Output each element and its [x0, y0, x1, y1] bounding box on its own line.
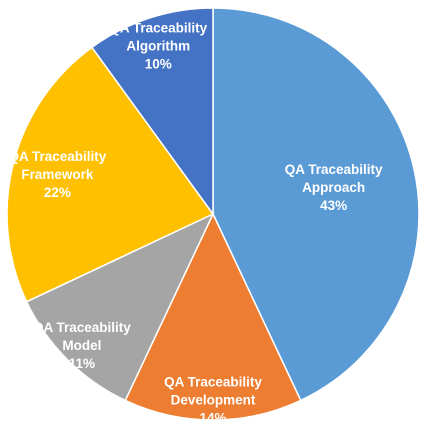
- pie-slice-qa-traceability-model: [25, 212, 215, 402]
- slice-label-qa-traceability-algorithm: QA Traceability Algorithm 10%: [109, 21, 207, 72]
- pie-slice-qa-traceability-framework: [6, 46, 215, 303]
- slice-label-qa-traceability-framework: QA Traceability Framework 22%: [8, 149, 106, 200]
- slice-value-label: 14%: [199, 410, 226, 425]
- slice-value-label: 10%: [145, 57, 172, 72]
- slice-name-label: Framework: [21, 167, 94, 182]
- slice-name-label: Approach: [302, 180, 365, 195]
- slice-value-label: 43%: [320, 198, 347, 213]
- slice-name-label: QA Traceability: [33, 320, 131, 335]
- slice-value-label: 22%: [44, 185, 71, 200]
- slices-layer: [6, 7, 420, 421]
- pie-slice-qa-traceability-algorithm: [90, 7, 214, 217]
- slice-name-label: QA Traceability: [109, 21, 207, 36]
- slice-label-qa-traceability-development: QA Traceability Development 14%: [164, 374, 262, 425]
- slice-name-label: Model: [62, 338, 101, 353]
- slice-name-label: Algorithm: [126, 39, 190, 54]
- slice-name-label: Development: [171, 392, 256, 407]
- slice-label-qa-traceability-model: QA Traceability Model 11%: [33, 320, 131, 371]
- slice-label-qa-traceability-approach: QA Traceability Approach 43%: [285, 162, 383, 213]
- slice-name-label: QA Traceability: [8, 149, 106, 164]
- slice-name-label: QA Traceability: [285, 162, 383, 177]
- pie-slice-qa-traceability-approach: [212, 7, 420, 402]
- slice-name-label: QA Traceability: [164, 374, 262, 389]
- slice-value-label: 11%: [69, 356, 95, 371]
- pie-slice-qa-traceability-development: [124, 212, 302, 421]
